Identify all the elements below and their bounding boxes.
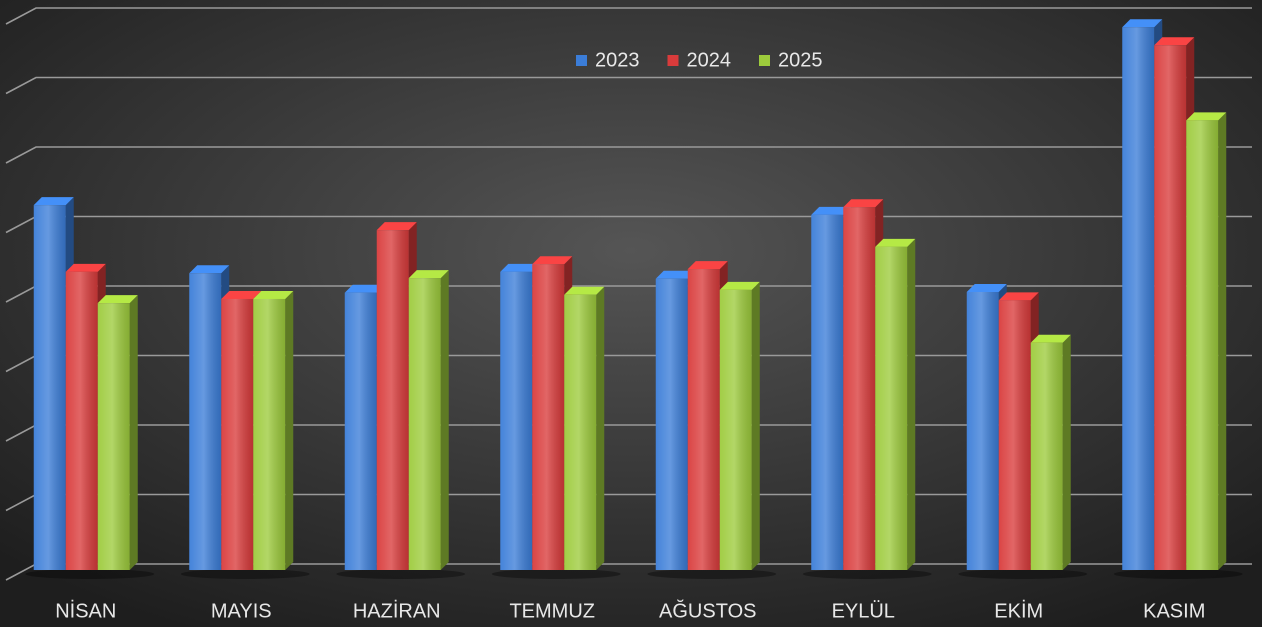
bar-top bbox=[408, 270, 449, 279]
bar-top bbox=[998, 292, 1039, 301]
bar-side bbox=[129, 295, 138, 570]
bar-side bbox=[907, 238, 916, 570]
bar-shine bbox=[33, 205, 66, 570]
bar-side bbox=[440, 270, 449, 570]
bar-top bbox=[1030, 334, 1071, 343]
bar-shine bbox=[500, 271, 533, 570]
floor-shadow bbox=[180, 569, 310, 579]
floor-shadow bbox=[802, 569, 932, 579]
x-tick-label: MAYIS bbox=[211, 600, 272, 622]
bar-shine bbox=[875, 246, 908, 570]
legend: 2023 2024 2025 bbox=[576, 49, 823, 71]
bar-side bbox=[1062, 334, 1071, 570]
bar-shine bbox=[1186, 120, 1219, 571]
legend-swatch bbox=[576, 55, 587, 66]
bar-top bbox=[376, 222, 417, 231]
bar-shine bbox=[1030, 342, 1063, 570]
grid-line bbox=[5, 76, 1252, 95]
grid-line bbox=[5, 7, 1252, 25]
bar-top bbox=[344, 284, 385, 293]
bar-top bbox=[875, 238, 916, 247]
bar-shine bbox=[376, 230, 409, 570]
bar-top bbox=[843, 199, 884, 208]
floor-shadow bbox=[958, 569, 1088, 579]
bar-shine bbox=[65, 271, 98, 570]
bar-top bbox=[532, 256, 573, 265]
bar-top bbox=[65, 263, 106, 272]
floor-shadow bbox=[647, 569, 777, 579]
bar-shine bbox=[843, 207, 876, 570]
x-tick-label: AĞUSTOS bbox=[659, 599, 756, 622]
bar-top bbox=[1154, 37, 1195, 46]
bar-top bbox=[221, 290, 262, 299]
bar-shine bbox=[1154, 45, 1187, 570]
bar-side bbox=[596, 286, 605, 570]
bar-top bbox=[966, 284, 1007, 292]
bar-shine bbox=[655, 278, 688, 570]
bar-top bbox=[1186, 112, 1227, 121]
floor-shadow bbox=[336, 569, 466, 579]
bar-shine bbox=[811, 214, 844, 571]
x-tick-label: EYLÜL bbox=[832, 600, 895, 622]
bar-shine bbox=[998, 300, 1031, 570]
grid-line bbox=[5, 146, 1252, 164]
bar-shine bbox=[408, 278, 441, 570]
bar-top bbox=[189, 265, 230, 274]
bar-shine bbox=[253, 298, 286, 570]
bar-top bbox=[97, 295, 138, 304]
legend-swatch bbox=[667, 55, 679, 66]
bar-shine bbox=[221, 298, 254, 570]
x-tick-label: NİSAN bbox=[55, 599, 116, 622]
bar-side bbox=[285, 290, 294, 570]
x-axis: NİSAN MAYIS HAZİRAN TEMMUZ AĞUSTOS EYLÜL EKİM K… bbox=[55, 599, 1205, 622]
floor-shadow bbox=[491, 569, 621, 579]
x-tick-label: HAZİRAN bbox=[353, 599, 441, 622]
floor-shadow bbox=[1113, 569, 1243, 579]
bar-top bbox=[719, 281, 760, 290]
bar-side bbox=[751, 281, 760, 570]
x-tick-label: EKİM bbox=[994, 599, 1043, 622]
x-tick-label: TEMMUZ bbox=[509, 600, 595, 622]
x-tick-label: KASIM bbox=[1143, 600, 1205, 622]
bar-shine bbox=[97, 303, 130, 570]
bar-shine bbox=[966, 292, 999, 570]
bar-shine bbox=[564, 294, 597, 570]
bar-top bbox=[33, 197, 74, 206]
bar-side bbox=[1218, 112, 1227, 571]
bar-top bbox=[253, 290, 294, 299]
floor-shadow bbox=[25, 569, 155, 579]
bar-top bbox=[500, 263, 541, 272]
bar-top bbox=[564, 286, 605, 295]
bar-top bbox=[687, 261, 728, 270]
bar-shine bbox=[189, 273, 222, 570]
bar-shine bbox=[687, 269, 720, 570]
bar-top bbox=[811, 206, 852, 215]
bars bbox=[25, 19, 1243, 579]
legend-swatch bbox=[759, 55, 770, 66]
legend-label: 2023 bbox=[595, 49, 640, 71]
bar-top bbox=[1122, 19, 1163, 28]
bar-shine bbox=[344, 292, 377, 570]
bar-shine bbox=[719, 289, 752, 570]
legend-label: 2025 bbox=[778, 49, 823, 71]
legend-label: 2024 bbox=[687, 49, 732, 71]
bar-top bbox=[655, 270, 696, 279]
bar-shine bbox=[532, 264, 565, 570]
bar-shine bbox=[1122, 27, 1155, 570]
